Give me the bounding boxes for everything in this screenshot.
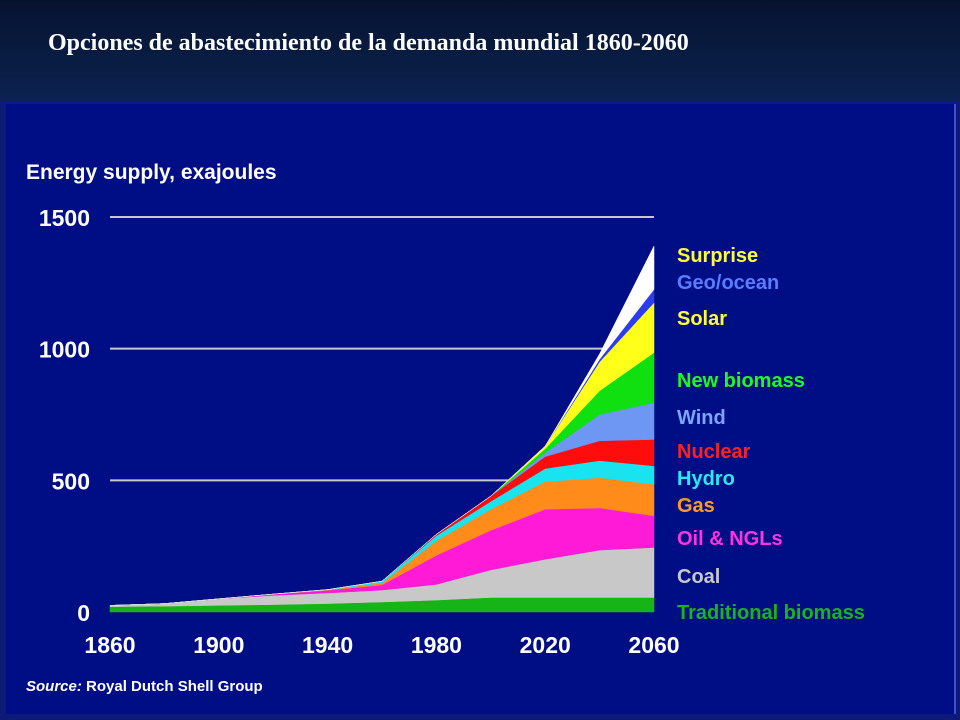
legend-traditional-biomass: Traditional biomass — [677, 602, 865, 624]
legend-gas: Gas — [677, 495, 715, 517]
x-tick-label: 1900 — [193, 632, 244, 658]
panel-edge — [954, 104, 956, 714]
slide-title: Opciones de abastecimiento de la demanda… — [48, 30, 689, 56]
y-tick-label: 500 — [52, 468, 90, 494]
slide-header: Opciones de abastecimiento de la demanda… — [0, 0, 960, 102]
legend-oil-ngls: Oil & NGLs — [677, 528, 783, 550]
legend-new-biomass: New biomass — [677, 370, 805, 392]
x-tick-label: 2020 — [520, 632, 571, 658]
legend-coal: Coal — [677, 566, 720, 588]
legend-solar: Solar — [677, 308, 727, 330]
x-tick-label: 1940 — [302, 632, 353, 658]
y-tick-label: 1000 — [39, 337, 90, 363]
legend-hydro: Hydro — [677, 468, 735, 490]
chart-panel — [6, 104, 954, 714]
x-tick-label: 2060 — [628, 632, 679, 658]
source-note: Source: Royal Dutch Shell Group — [26, 678, 263, 695]
legend-geo-ocean: Geo/ocean — [677, 272, 779, 294]
source-label: Source: — [26, 678, 82, 695]
legend-nuclear: Nuclear — [677, 441, 751, 463]
source-text: Royal Dutch Shell Group — [82, 678, 263, 695]
y-tick-label: 1500 — [39, 205, 90, 231]
area-surprise — [109, 245, 655, 606]
x-tick-label: 1980 — [411, 632, 462, 658]
y-tick-label: 0 — [77, 600, 90, 626]
legend-surprise: Surprise — [677, 245, 758, 267]
chart-title: Energy supply, exajoules — [26, 161, 277, 184]
legend-wind: Wind — [677, 407, 726, 429]
x-tick-label: 1860 — [84, 632, 135, 658]
